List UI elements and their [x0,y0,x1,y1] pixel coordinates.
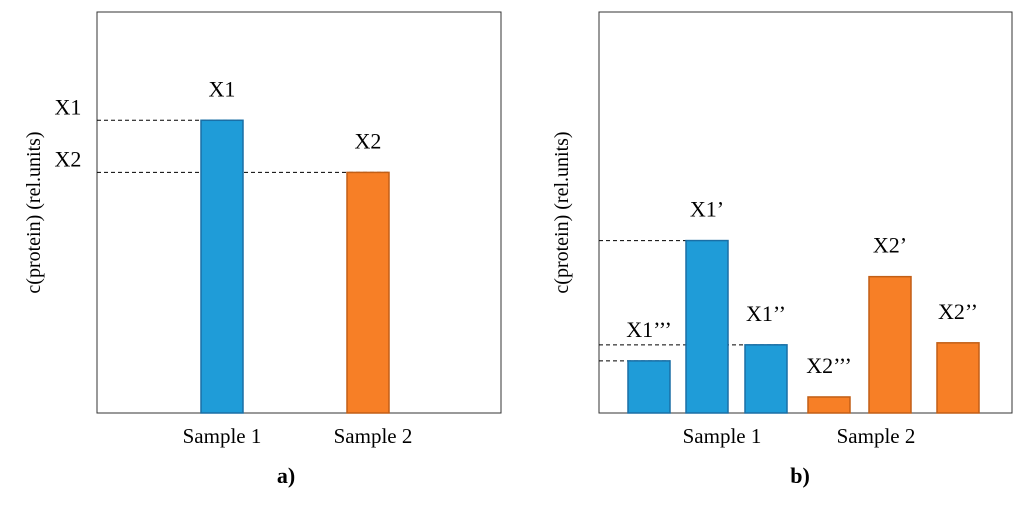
bar-data-label: X2’ [873,233,907,258]
bar [200,119,244,414]
y-axis-label: c(protein) (rel.units) [551,131,573,293]
bar-data-label: X1’’ [746,301,786,326]
bar [807,396,851,414]
chart-panel-b: X1’’’ X1’ X1’’ X2’’’ X2’ X2’’ Sample 1 Sample 2… [551,11,1013,488]
bar-data-label: X2’’ [938,299,978,324]
x-tick-label: Sample 1 [683,424,762,448]
bar [685,239,729,414]
bar [627,360,671,414]
panel-label: a) [277,463,295,488]
bar [868,275,912,414]
bar [744,344,788,414]
plot-frame [96,11,502,414]
bar-data-label: X1’ [690,197,724,222]
reference-label: X1 [55,94,82,119]
plot-frame [598,11,1013,414]
panel-label: b) [790,463,810,488]
bar [346,171,390,414]
reference-label: X2 [55,146,82,171]
bar-data-label: X2 [355,128,382,153]
x-tick-label: Sample 2 [334,424,413,448]
x-tick-label: Sample 1 [183,424,262,448]
bar-data-label: X1’’’ [626,317,672,342]
chart-panel-a: X1 X2 X1 X2 Sample 1 Sample 2 c(protein) (rel.… [23,11,502,488]
bar-data-label: X1 [209,76,236,101]
x-tick-label: Sample 2 [837,424,916,448]
y-axis-label: c(protein) (rel.units) [23,131,45,293]
bar-data-label: X2’’’ [806,353,852,378]
bar [936,342,980,414]
